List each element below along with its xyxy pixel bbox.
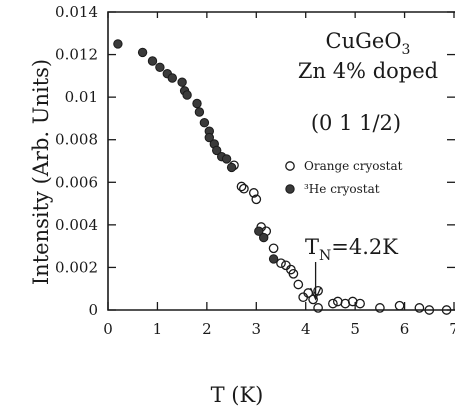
data-points — [113, 39, 452, 315]
he3-cryostat-point — [137, 47, 148, 58]
orange-cryostat-point — [293, 279, 304, 290]
legend-marker-orange — [285, 161, 295, 171]
transition-value: =4.2K — [331, 235, 398, 259]
he3-cryostat-point — [212, 145, 222, 156]
y-tick-label: 0.004 — [55, 216, 98, 234]
y-axis-title: Intensity (Arb. Units) — [29, 59, 53, 285]
y-tick-label: 0.002 — [55, 258, 98, 276]
doping-label: Zn 4% doped — [298, 59, 438, 83]
he3-cryostat-point — [192, 98, 202, 109]
compound-subscript: 3 — [402, 42, 411, 58]
y-tick-label: 0 — [88, 301, 98, 319]
x-tick-label: 3 — [252, 320, 262, 338]
legend-label-he3: ³He cryostat — [304, 182, 380, 196]
orange-cryostat-point — [308, 294, 318, 305]
legend-label-orange: Orange cryostat — [304, 159, 403, 173]
he3-cryostat-point — [182, 90, 192, 100]
y-tick-label: 0.014 — [55, 3, 98, 21]
orange-cryostat-point — [276, 258, 286, 269]
compound-base: CuGeO — [326, 29, 402, 53]
x-tick-labels: 0 1 2 3 4 5 6 7 — [103, 320, 455, 338]
orange-cryostat-point — [375, 303, 385, 313]
legend-marker-he3 — [285, 184, 295, 194]
he3-cryostat-point — [254, 226, 264, 236]
x-tick-label: 4 — [301, 320, 311, 338]
legend: Orange cryostat ³He cryostat — [285, 159, 403, 196]
orange-cryostat-point — [268, 243, 279, 254]
orange-cryostat-point — [424, 305, 435, 315]
axis-ticks — [107, 11, 455, 311]
he3-cryostat-point — [226, 162, 237, 173]
y-tick-label: 0.01 — [65, 88, 98, 106]
plot-axes — [107, 11, 455, 311]
he3-cryostat-point — [194, 107, 205, 117]
x-tick-label: 1 — [153, 320, 163, 338]
x-tick-label: 2 — [202, 320, 212, 338]
orange-cryostat-point — [288, 268, 299, 279]
orange-cryostat-point — [414, 303, 425, 313]
transition-prefix: T — [305, 235, 319, 259]
y-tick-label: 0.008 — [55, 131, 98, 149]
x-tick-label: 5 — [350, 320, 360, 338]
transition-label: TN=4.2K — [305, 235, 398, 264]
plot-frame — [107, 11, 455, 311]
x-tick-label: 6 — [400, 320, 410, 338]
he3-cryostat-point — [204, 132, 215, 143]
orange-cryostat-point — [239, 183, 249, 194]
orange-cryostat-point — [355, 298, 365, 309]
y-tick-label: 0.012 — [55, 46, 98, 64]
y-tick-labels: 0 0.002 0.004 0.006 0.008 0.01 0.012 0.014 — [55, 3, 98, 319]
orange-cryostat-point — [313, 303, 323, 313]
he3-cryostat-point — [199, 118, 210, 128]
orange-cryostat-point — [394, 300, 405, 311]
x-tick-label: 0 — [103, 320, 113, 338]
he3-cryostat-point — [113, 39, 123, 49]
arrow-head — [310, 287, 322, 301]
orange-cryostat-point — [236, 181, 247, 192]
he3-cryostat-point — [221, 154, 232, 164]
he3-cryostat-point — [147, 56, 158, 66]
compound-label: CuGeO3 — [326, 29, 411, 58]
transition-arrow — [310, 262, 322, 301]
he3-cryostat-point — [177, 77, 187, 87]
orange-cryostat-point — [251, 194, 262, 205]
transition-subscript: N — [319, 248, 331, 264]
orange-cryostat-point — [328, 298, 338, 309]
y-tick-label: 0.006 — [55, 173, 98, 191]
he3-cryostat-point — [167, 73, 178, 83]
he3-cryostat-point — [155, 62, 165, 73]
he3-cryostat-point — [268, 254, 279, 264]
x-axis-title: T (K) — [211, 383, 264, 407]
orange-cryostat-point — [441, 305, 452, 315]
he3-cryostat-point — [259, 232, 269, 243]
x-tick-label: 7 — [449, 320, 455, 338]
orange-cryostat-point — [248, 188, 259, 198]
reflection-label: (0 1 1/2) — [311, 111, 401, 135]
